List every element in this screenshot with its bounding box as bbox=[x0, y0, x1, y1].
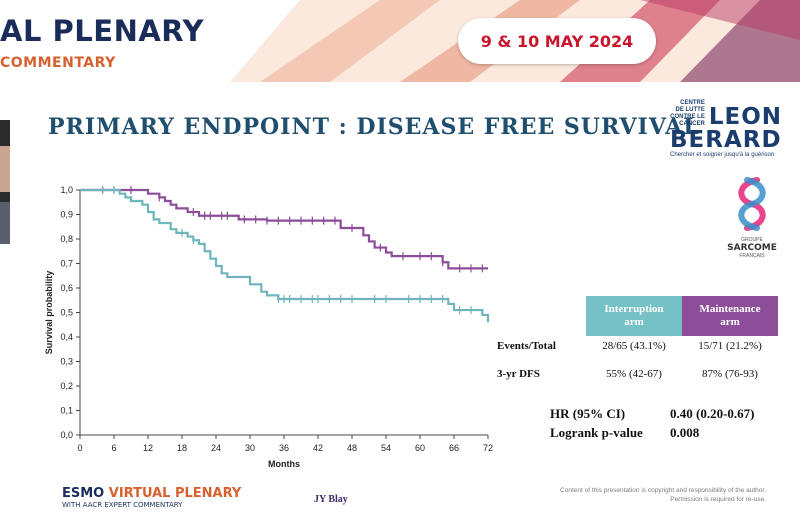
y-tick-label: 0,7 bbox=[60, 259, 73, 269]
y-axis-label: Survival probability bbox=[44, 271, 54, 355]
sarcome-name: SARCOME bbox=[727, 243, 777, 253]
chart-axes: 0 6 12 18 24 30 36 42 48 54 60 66 72 0,0 0,1 0,2 0,3 0,4 0… bbox=[60, 185, 493, 453]
interruption-header-line2: arm bbox=[624, 316, 644, 328]
x-tick-label: 12 bbox=[143, 443, 153, 453]
row-label-events: Events/Total bbox=[497, 340, 556, 352]
sarcome-caption-bottom: FRANÇAIS bbox=[739, 253, 765, 259]
leon-tagline: Chercher et soigner jusqu'à la guérison bbox=[670, 152, 775, 158]
event-title: AL PLENARY bbox=[0, 14, 205, 48]
x-axis-label: Months bbox=[268, 459, 300, 469]
y-tick-label: 0,0 bbox=[60, 430, 73, 440]
row-label-dfs: 3-yr DFS bbox=[497, 368, 540, 380]
x-tick-label: 72 bbox=[483, 443, 493, 453]
cell-dfs-interruption: 55% (42-67) bbox=[606, 368, 662, 380]
x-tick-label: 42 bbox=[313, 443, 323, 453]
y-tick-label: 0,8 bbox=[60, 234, 73, 244]
y-tick-label: 0,4 bbox=[60, 332, 73, 342]
cell-events-interruption: 28/65 (43.1%) bbox=[602, 340, 666, 352]
leon-word: LEON bbox=[708, 104, 782, 130]
copyright-line-1: Content of this presentation is copyrigh… bbox=[560, 487, 766, 494]
x-tick-label: 54 bbox=[381, 443, 391, 453]
leon-small-line-3: CONTRE LE CANCER bbox=[670, 114, 705, 127]
x-tick-label: 18 bbox=[177, 443, 187, 453]
cell-events-maintenance: 15/71 (21.2%) bbox=[698, 340, 762, 352]
cell-dfs-maintenance: 87% (76-93) bbox=[702, 368, 758, 380]
logrank-value: 0.008 bbox=[670, 425, 700, 440]
speaker-face bbox=[0, 146, 10, 192]
x-tick-label: 66 bbox=[449, 443, 459, 453]
sarcome-emblem-icon bbox=[738, 177, 766, 231]
esmo-word: ESMO bbox=[62, 486, 105, 501]
y-tick-label: 0,6 bbox=[60, 283, 73, 293]
maintenance-header-line1: Maintenance bbox=[699, 303, 761, 315]
copyright-line-2: Permission is required for re-use. bbox=[670, 496, 766, 503]
presenter-name: JY Blay bbox=[314, 494, 348, 505]
esmo-logo-title: ESMO VIRTUAL PLENARY bbox=[62, 486, 241, 501]
y-tick-label: 0,1 bbox=[60, 406, 73, 416]
x-tick-label: 24 bbox=[211, 443, 221, 453]
interruption-header-line1: Interruption bbox=[604, 303, 664, 315]
esmo-footer-logo: ESMO VIRTUAL PLENARY WITH AACR EXPERT CO… bbox=[62, 486, 241, 509]
date-badge: 9 & 10 MAY 2024 bbox=[458, 18, 656, 64]
sarcome-logo: GROUPE SARCOME FRANÇAIS bbox=[722, 176, 782, 264]
logrank-label: Logrank p-value bbox=[550, 425, 643, 440]
x-tick-label: 36 bbox=[279, 443, 289, 453]
leon-berard-logo: CENTRE DE LUTTE CONTRE LE CANCER LEON BE… bbox=[670, 100, 782, 162]
sarcome-caption-top: GROUPE bbox=[741, 237, 763, 243]
x-tick-label: 6 bbox=[111, 443, 116, 453]
column-header-interruption: Interruption arm bbox=[586, 296, 682, 336]
esmo-logo-subtitle: WITH AACR EXPERT COMMENTARY bbox=[62, 501, 183, 509]
x-tick-label: 60 bbox=[415, 443, 425, 453]
results-table: Interruption arm Maintenance arm Events/To… bbox=[494, 296, 800, 446]
event-subtitle: COMMENTARY bbox=[0, 55, 116, 71]
hr-label: HR (95% CI) bbox=[550, 406, 626, 421]
y-tick-label: 0,9 bbox=[60, 210, 73, 220]
chart-series bbox=[80, 186, 490, 323]
leon-small-line-2: DE LUTTE bbox=[675, 107, 705, 113]
copyright-notice: Content of this presentation is copyrigh… bbox=[540, 486, 766, 504]
x-tick-label: 0 bbox=[77, 443, 82, 453]
maintenance-header-line2: arm bbox=[720, 316, 740, 328]
km-survival-chart: 0 6 12 18 24 30 36 42 48 54 60 66 72 0,0 0,1 0,2 0,3 0,4 0… bbox=[44, 185, 493, 469]
y-tick-label: 1,0 bbox=[60, 185, 73, 195]
y-tick-label: 0,5 bbox=[60, 308, 73, 318]
berard-word: BERARD bbox=[670, 127, 782, 153]
column-header-maintenance: Maintenance arm bbox=[682, 296, 778, 336]
hr-value: 0.40 (0.20-0.67) bbox=[670, 406, 755, 421]
leon-small-line-1: CENTRE bbox=[680, 100, 705, 106]
x-tick-label: 48 bbox=[347, 443, 357, 453]
virtual-plenary-word: VIRTUAL PLENARY bbox=[108, 486, 242, 501]
y-tick-label: 0,2 bbox=[60, 381, 73, 391]
x-tick-label: 30 bbox=[245, 443, 255, 453]
y-tick-label: 0,3 bbox=[60, 357, 73, 367]
slide-title: PRIMARY ENDPOINT : DISEASE FREE SURVIVAL bbox=[48, 114, 700, 140]
event-date: 9 & 10 MAY 2024 bbox=[480, 31, 634, 51]
speaker-shirt bbox=[0, 202, 10, 244]
speaker-video-thumbnail[interactable] bbox=[0, 120, 10, 244]
